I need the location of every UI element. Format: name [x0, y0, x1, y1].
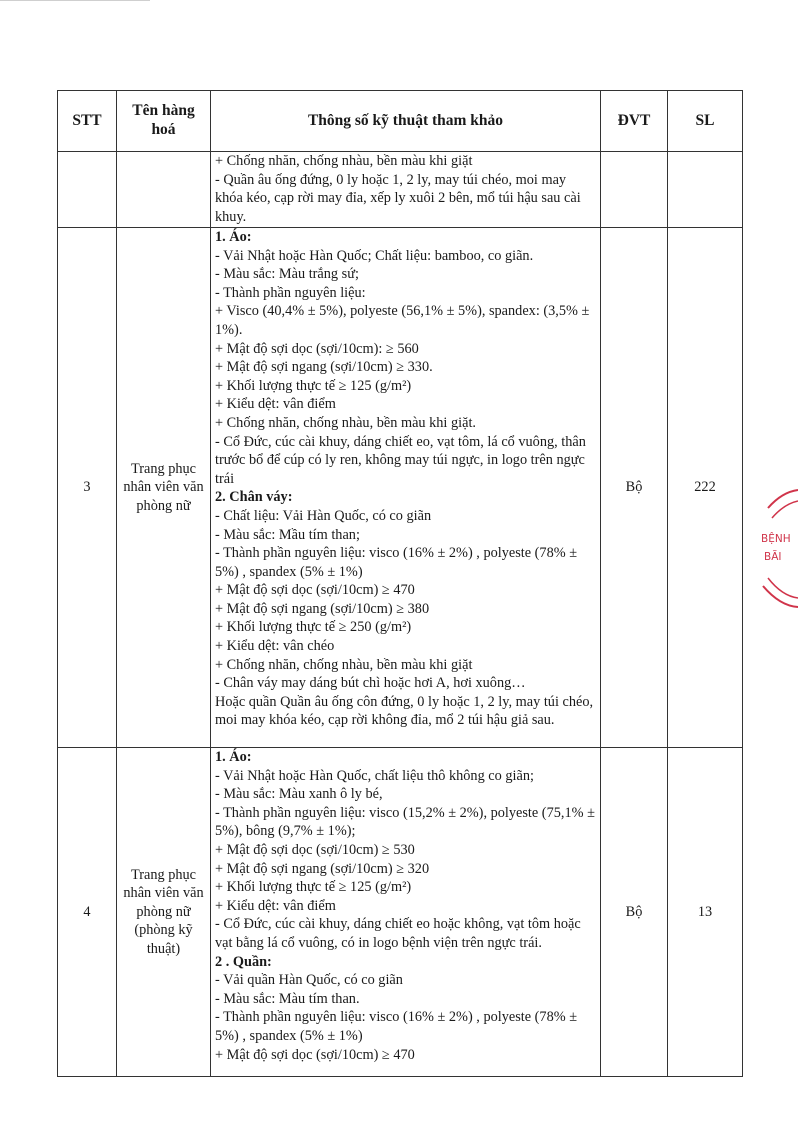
spec-line: - Vải quần Hàn Quốc, có co giãn [215, 972, 403, 989]
cell-name [116, 151, 211, 228]
cell-qty: 222 [667, 227, 743, 748]
table-row: 4 Trang phục nhân viên văn phòng nữ (phòn… [57, 747, 743, 1077]
spec-line: + Mật độ sợi dọc (sợi/10cm) ≥ 470 [215, 582, 415, 599]
spec-line: - Màu sắc: Màu xanh ô ly bé, [215, 786, 383, 803]
cell-stt: 3 [57, 227, 117, 748]
spec-line: Hoặc quần Quần âu ống côn đứng, 0 ly hoặ… [215, 693, 594, 729]
spec-line: - Màu sắc: Mầu tím than; [215, 526, 360, 543]
table-row: 3 Trang phục nhân viên văn phòng nữ 1. Áo:… [57, 227, 743, 748]
spec-line: - Chân váy may dáng bút chì hoặc hơi A, … [215, 675, 526, 692]
red-stamp: BỆNH BÃI [761, 489, 798, 608]
cell-name: Trang phục nhân viên văn phòng nữ (phòng… [116, 747, 211, 1077]
spec-line: + Kiểu dệt: vân điểm [215, 897, 336, 914]
spec-line: + Mật độ sợi ngang (sợi/10cm) ≥ 330. [215, 359, 433, 376]
spec-line: + Mật độ sợi dọc (sợi/10cm): ≥ 560 [215, 340, 419, 357]
spec-line: - Thành phần nguyên liệu: visco (16% ± 2… [215, 1009, 578, 1044]
spec-line: - Thành phần nguyên liệu: visco (15,2% ±… [215, 804, 595, 840]
spec-line: + Kiểu dệt: vân điểm [215, 396, 336, 413]
stamp-text-2: BÃI [764, 550, 781, 563]
spec-section-heading: 2. Chân váy: [215, 489, 293, 506]
spec-line: + Chống nhăn, chống nhàu, bền màu khi gi… [215, 153, 473, 169]
cell-unit [600, 151, 668, 228]
cell-spec: 1. Áo: - Vải Nhật hoặc Hàn Quốc, chất liệ… [210, 747, 601, 1077]
spec-line: + Khối lượng thực tế ≥ 125 (g/m²) [215, 879, 412, 896]
spec-section-heading: 2 . Quần: [215, 953, 272, 970]
spec-line: + Kiểu dệt: vân chéo [215, 638, 335, 655]
spec-table: STT Tên hàng hoá Thông số kỹ thuật tham … [57, 90, 743, 1077]
page-edge-line [0, 0, 150, 1]
spec-line: - Quần âu ống đứng, 0 ly hoặc 1, 2 ly, m… [215, 171, 581, 225]
spec-line: - Vải Nhật hoặc Hàn Quốc, chất liệu thô … [215, 767, 534, 784]
spec-line: - Thành phần nguyên liệu: visco (16% ± 2… [215, 545, 578, 580]
stamp-text-1: BỆNH [761, 532, 791, 545]
spec-line: - Chất liệu: Vải Hàn Quốc, có co giãn [215, 507, 432, 524]
spec-line: + Visco (40,4% ± 5%), polyeste (56,1% ± … [215, 303, 590, 338]
cell-qty [667, 151, 743, 228]
spec-line: - Màu sắc: Màu tím than. [215, 990, 360, 1007]
cell-unit: Bộ [600, 227, 668, 748]
header-name: Tên hàng hoá [116, 90, 211, 152]
spec-line: + Mật độ sợi dọc (sợi/10cm) ≥ 470 [215, 1046, 415, 1063]
header-qty: SL [667, 90, 743, 152]
spec-line: + Khối lượng thực tế ≥ 250 (g/m²) [215, 619, 412, 636]
spec-line: - Vải Nhật hoặc Hàn Quốc; Chất liệu: bam… [215, 247, 534, 264]
spec-line: - Thành phần nguyên liệu: [215, 284, 366, 301]
cell-qty: 13 [667, 747, 743, 1077]
spec-line: + Chống nhăn, chống nhàu, bền màu khi gi… [215, 414, 476, 431]
spec-section-heading: 1. Áo: [215, 749, 252, 765]
header-unit: ĐVT [600, 90, 668, 152]
spec-line: - Cổ Đức, cúc cài khuy, dáng chiết eo ho… [215, 916, 581, 951]
spec-line: - Màu sắc: Màu trắng sứ; [215, 266, 359, 283]
header-row: STT Tên hàng hoá Thông số kỹ thuật tham … [57, 90, 743, 152]
header-spec: Thông số kỹ thuật tham khảo [210, 90, 601, 152]
spec-line: + Khối lượng thực tế ≥ 125 (g/m²) [215, 377, 412, 394]
cell-spec: + Chống nhăn, chống nhàu, bền màu khi gi… [210, 151, 601, 228]
spec-line: + Mật độ sợi dọc (sợi/10cm) ≥ 530 [215, 841, 415, 858]
cell-stt: 4 [57, 747, 117, 1077]
header-stt: STT [57, 90, 117, 152]
cell-name: Trang phục nhân viên văn phòng nữ [116, 227, 211, 748]
spec-line: + Mật độ sợi ngang (sợi/10cm) ≥ 320 [215, 860, 430, 877]
cell-stt [57, 151, 117, 228]
table-row: + Chống nhăn, chống nhàu, bền màu khi gi… [57, 151, 743, 228]
spec-line: - Cổ Đức, cúc cài khuy, dáng chiết eo, v… [215, 433, 586, 487]
cell-unit: Bộ [600, 747, 668, 1077]
spec-line: + Mật độ sợi ngang (sợi/10cm) ≥ 380 [215, 600, 430, 617]
cell-spec: 1. Áo: - Vải Nhật hoặc Hàn Quốc; Chất liệ… [210, 227, 601, 748]
spec-section-heading: 1. Áo: [215, 229, 252, 245]
spec-line: + Chống nhăn, chống nhàu, bền màu khi gi… [215, 656, 473, 673]
